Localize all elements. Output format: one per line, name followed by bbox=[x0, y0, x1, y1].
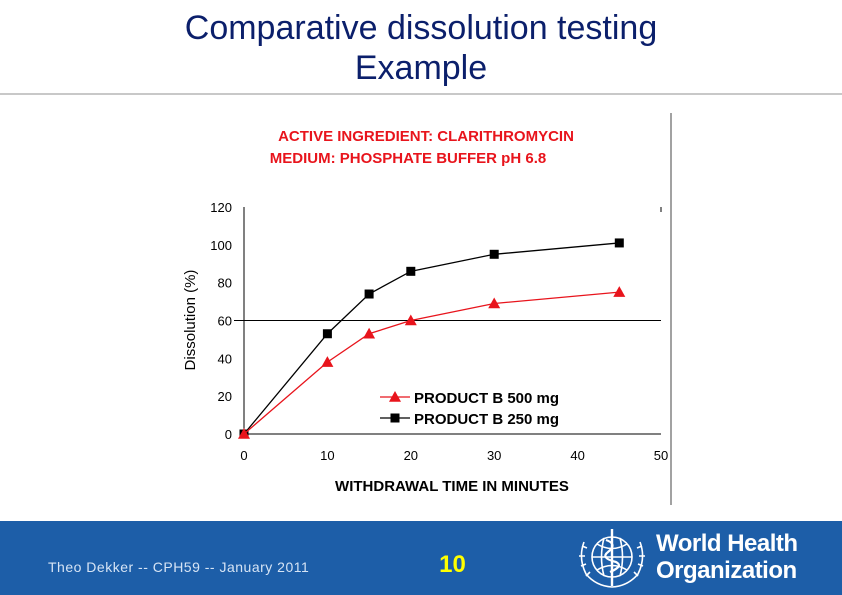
series-0 bbox=[238, 286, 626, 439]
series-1-point-5 bbox=[614, 238, 624, 248]
page-number: 10 bbox=[439, 551, 466, 578]
y-tick-label-3: 60 bbox=[218, 314, 232, 329]
slide-title-line-2: Example bbox=[354, 49, 488, 87]
y-tick-label-1: 20 bbox=[218, 389, 232, 404]
series-layer bbox=[238, 238, 626, 439]
series-0-line bbox=[243, 291, 620, 435]
series-1-point-2 bbox=[364, 289, 374, 299]
dissolution-chart: ACTIVE INGREDIENT: CLARITHROMYCIN MEDIUM… bbox=[182, 113, 672, 505]
series-1-point-4 bbox=[489, 249, 499, 259]
series-0-point-0 bbox=[238, 428, 250, 439]
chart-subtitle: MEDIUM: PHOSPHATE BUFFER pH 6.8 bbox=[270, 150, 546, 167]
series-0-point-2 bbox=[363, 327, 376, 339]
y-tick-label-6: 120 bbox=[210, 200, 232, 215]
organization-name-line-1: World Health bbox=[656, 530, 798, 557]
series-1-point-1 bbox=[322, 329, 332, 339]
legend-label-0: PRODUCT B 500 mg bbox=[414, 390, 559, 407]
x-tick-label-3: 30 bbox=[487, 448, 501, 463]
y-axis-label: Dissolution (%) bbox=[182, 270, 199, 371]
y-tick-label-2: 40 bbox=[218, 351, 232, 366]
y-tick-labels: 0 20 40 60 80 100 120 bbox=[210, 200, 232, 442]
chart-legend: PRODUCT B 500 mg PRODUCT B 250 mg bbox=[380, 390, 559, 428]
legend-marker-0 bbox=[389, 391, 401, 402]
organization-name: World Health Organization bbox=[656, 530, 798, 584]
series-1-point-3 bbox=[406, 266, 416, 276]
footer-bar: Theo Dekker -- CPH59 -- January 2011 10 … bbox=[0, 521, 842, 595]
x-tick-labels: 0 10 20 30 40 50 bbox=[240, 448, 668, 463]
y-tick-label-4: 80 bbox=[218, 276, 232, 291]
series-1-line bbox=[243, 242, 620, 435]
series-0-point-5 bbox=[613, 286, 626, 297]
y-tick-label-5: 100 bbox=[210, 238, 232, 253]
series-0-point-1 bbox=[321, 356, 334, 367]
y-tick-label-0: 0 bbox=[225, 427, 232, 442]
slide-title: Comparative dissolution testing Example bbox=[0, 8, 842, 88]
chart-title: ACTIVE INGREDIENT: CLARITHROMYCIN bbox=[278, 128, 574, 145]
footer-caption: Theo Dekker -- CPH59 -- January 2011 bbox=[48, 559, 310, 575]
x-tick-label-0: 0 bbox=[240, 448, 247, 463]
x-tick-label-4: 40 bbox=[570, 448, 584, 463]
x-axis-label: WITHDRAWAL TIME IN MINUTES bbox=[335, 478, 569, 495]
legend-label-1: PRODUCT B 250 mg bbox=[414, 411, 559, 428]
x-tick-label-5: 50 bbox=[654, 448, 668, 463]
organization-name-line-2: Organization bbox=[656, 557, 797, 584]
series-1 bbox=[239, 238, 624, 439]
series-0-point-4 bbox=[488, 297, 501, 309]
legend-marker-1 bbox=[390, 413, 400, 423]
series-0-point-3 bbox=[404, 314, 417, 326]
x-tick-label-1: 10 bbox=[320, 448, 334, 463]
title-divider bbox=[0, 93, 842, 95]
who-emblem-icon bbox=[579, 529, 645, 588]
slide-title-line-1: Comparative dissolution testing bbox=[184, 9, 658, 47]
x-tick-label-2: 20 bbox=[404, 448, 418, 463]
